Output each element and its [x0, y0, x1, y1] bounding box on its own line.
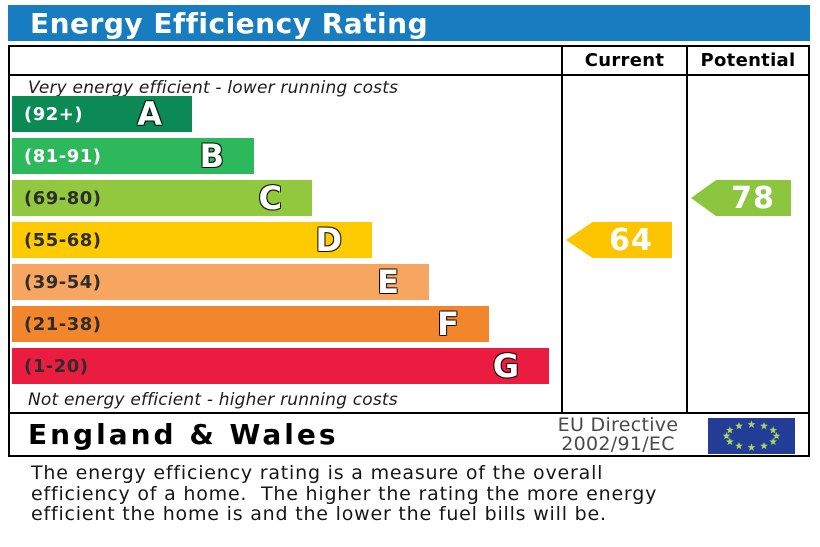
page-title: Energy Efficiency Rating — [30, 6, 429, 40]
current-column-divider — [561, 47, 563, 414]
rating-table: Current Potential Very energy efficient … — [8, 45, 810, 457]
band-row-A: (92+) A — [12, 96, 192, 132]
eu-directive-line1: EU Directive — [557, 414, 679, 436]
current-rating-arrow: 64 — [566, 222, 672, 258]
column-header-current: Current — [584, 50, 665, 71]
eu-flag-star — [747, 420, 756, 428]
footer-row: England & Wales EU Directive 2002/91/EC — [10, 414, 808, 455]
eu-directive-label: EU Directive 2002/91/EC — [528, 416, 708, 454]
caption-line-2: efficiency of a home. The higher the rat… — [31, 482, 658, 505]
caption: The energy efficiency rating is a measur… — [31, 463, 657, 525]
caption-line-3: efficient the home is and the lower the … — [31, 503, 607, 525]
region-label: England & Wales — [28, 418, 339, 451]
band-row-D: (55-68) D — [12, 222, 372, 258]
potential-column-divider — [686, 47, 688, 414]
band-range-label-F: (21-38) — [24, 313, 102, 335]
eu-flag-star — [735, 441, 743, 450]
band-range-label-A: (92+) — [24, 103, 84, 125]
eu-flag-star — [760, 421, 768, 430]
band-letter-F: F — [437, 305, 459, 343]
band-range-label-E: (39-54) — [24, 271, 102, 293]
band-range-label-B: (81-91) — [24, 145, 102, 167]
eu-flag-star — [760, 441, 768, 450]
title-bar: Energy Efficiency Rating — [8, 5, 810, 41]
band-range-label-G: (1-20) — [24, 355, 89, 377]
eu-directive-line2: 2002/91/EC — [561, 433, 675, 455]
band-letter-A: A — [137, 95, 162, 133]
band-range-label-D: (55-68) — [24, 229, 102, 251]
band-letter-G: G — [492, 347, 519, 385]
potential-rating-value: 78 — [731, 180, 775, 216]
band-row-E: (39-54) E — [12, 264, 429, 300]
eu-flag-star — [725, 426, 734, 434]
band-row-G: (1-20) G — [12, 348, 549, 384]
band-letter-E: E — [377, 263, 399, 301]
potential-rating-arrow: 78 — [691, 180, 791, 216]
band-row-B: (81-91) B — [12, 138, 254, 174]
eu-flag-star — [769, 426, 778, 434]
band-range-label-C: (69-80) — [24, 187, 102, 209]
header-divider — [10, 74, 808, 76]
eu-flag-star — [769, 437, 778, 446]
band-letter-C: C — [258, 179, 282, 217]
top-note: Very energy efficient - lower running co… — [28, 78, 399, 98]
eu-flag-star — [722, 431, 731, 440]
eu-flag-star — [735, 421, 743, 430]
eu-flag-star — [747, 443, 756, 451]
eu-flag-star — [725, 437, 734, 446]
eu-flag-icon — [708, 418, 795, 454]
bands: (92+) A (81-91) B (69-80) C (55-68) D (39-54) E (2… — [12, 96, 549, 390]
eu-flag-star — [772, 431, 781, 440]
band-letter-D: D — [315, 221, 342, 259]
current-rating-value: 64 — [609, 222, 653, 258]
footer-divider — [10, 412, 808, 414]
band-row-C: (69-80) C — [12, 180, 312, 216]
column-header-potential: Potential — [700, 50, 796, 71]
bottom-note: Not energy efficient - higher running co… — [28, 390, 398, 410]
band-row-F: (21-38) F — [12, 306, 489, 342]
band-letter-B: B — [199, 137, 224, 175]
caption-line-1: The energy efficiency rating is a measur… — [31, 462, 604, 484]
